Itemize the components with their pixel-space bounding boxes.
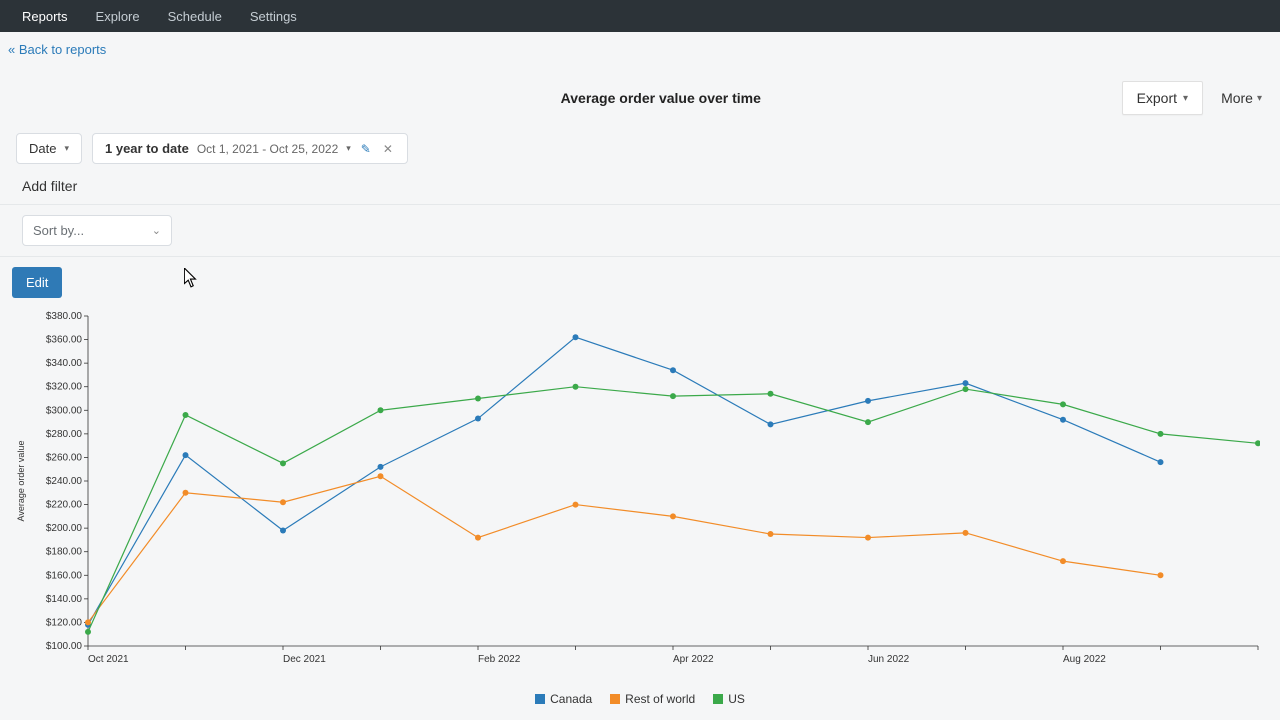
date-range-pill[interactable]: 1 year to date Oct 1, 2021 - Oct 25, 202… <box>92 133 408 164</box>
svg-text:Aug 2022: Aug 2022 <box>1063 654 1106 665</box>
nav-reports[interactable]: Reports <box>8 1 82 32</box>
date-dimension-pill[interactable]: Date ▾ <box>16 133 82 164</box>
svg-text:$280.00: $280.00 <box>46 429 83 440</box>
more-label: More <box>1221 90 1253 106</box>
legend-item-row[interactable]: Rest of world <box>610 692 695 706</box>
sort-row: Sort by... ⌄ <box>0 204 1280 257</box>
legend-item-us[interactable]: US <box>713 692 745 706</box>
nav-explore[interactable]: Explore <box>82 1 154 32</box>
chevron-down-icon: ⌄ <box>152 224 161 237</box>
svg-text:$140.00: $140.00 <box>46 594 83 605</box>
date-range-text: Oct 1, 2021 - Oct 25, 2022 <box>197 142 338 156</box>
page-title: Average order value over time <box>200 90 1122 106</box>
legend-label: US <box>728 692 745 706</box>
svg-text:Dec 2021: Dec 2021 <box>283 654 326 665</box>
line-chart: $100.00 $120.00 $140.00 $160.00 $180.00 $200.… <box>10 308 1260 688</box>
close-icon[interactable]: ✕ <box>381 142 395 156</box>
mouse-cursor-icon <box>184 268 198 288</box>
svg-text:$360.00: $360.00 <box>46 335 83 346</box>
svg-text:Average order value: Average order value <box>16 441 26 522</box>
legend-item-canada[interactable]: Canada <box>535 692 592 706</box>
add-filter-button[interactable]: Add filter <box>0 172 1280 204</box>
chart-container: $100.00 $120.00 $140.00 $160.00 $180.00 $200.… <box>10 308 1270 706</box>
nav-schedule[interactable]: Schedule <box>154 1 236 32</box>
svg-text:Feb 2022: Feb 2022 <box>478 654 521 665</box>
sort-by-select[interactable]: Sort by... ⌄ <box>22 215 172 246</box>
svg-text:$240.00: $240.00 <box>46 476 83 487</box>
svg-text:$380.00: $380.00 <box>46 311 83 322</box>
svg-text:Oct 2021: Oct 2021 <box>88 654 129 665</box>
pencil-icon[interactable]: ✎ <box>359 142 373 156</box>
chart-legend: Canada Rest of world US <box>10 692 1270 706</box>
caret-down-icon: ▾ <box>64 143 69 154</box>
svg-text:Apr 2022: Apr 2022 <box>673 654 714 665</box>
sort-placeholder: Sort by... <box>33 223 84 238</box>
edit-button[interactable]: Edit <box>12 267 62 298</box>
date-preset: 1 year to date <box>105 141 189 156</box>
export-label: Export <box>1137 90 1177 106</box>
nav-settings[interactable]: Settings <box>236 1 311 32</box>
export-button[interactable]: Export ▾ <box>1122 81 1204 115</box>
top-nav: Reports Explore Schedule Settings <box>0 0 1280 32</box>
svg-text:$160.00: $160.00 <box>46 570 83 581</box>
svg-text:$180.00: $180.00 <box>46 547 83 558</box>
svg-text:$320.00: $320.00 <box>46 382 83 393</box>
svg-text:$340.00: $340.00 <box>46 358 83 369</box>
svg-text:$100.00: $100.00 <box>46 641 83 652</box>
chevron-down-icon: ▾ <box>1183 93 1188 104</box>
caret-down-icon: ▾ <box>346 143 351 154</box>
svg-text:Jun 2022: Jun 2022 <box>868 654 910 665</box>
filter-row: Date ▾ 1 year to date Oct 1, 2021 - Oct … <box>0 125 1280 172</box>
svg-text:$300.00: $300.00 <box>46 405 83 416</box>
report-header: Average order value over time Export ▾ M… <box>0 57 1280 125</box>
chevron-down-icon: ▾ <box>1257 93 1262 104</box>
back-to-reports-link[interactable]: « Back to reports <box>0 32 1280 57</box>
svg-text:$260.00: $260.00 <box>46 452 83 463</box>
svg-text:$200.00: $200.00 <box>46 523 83 534</box>
svg-text:$220.00: $220.00 <box>46 500 83 511</box>
legend-label: Rest of world <box>625 692 695 706</box>
more-button[interactable]: More ▾ <box>1213 81 1270 115</box>
legend-label: Canada <box>550 692 592 706</box>
svg-text:$120.00: $120.00 <box>46 617 83 628</box>
date-label: Date <box>29 141 56 156</box>
